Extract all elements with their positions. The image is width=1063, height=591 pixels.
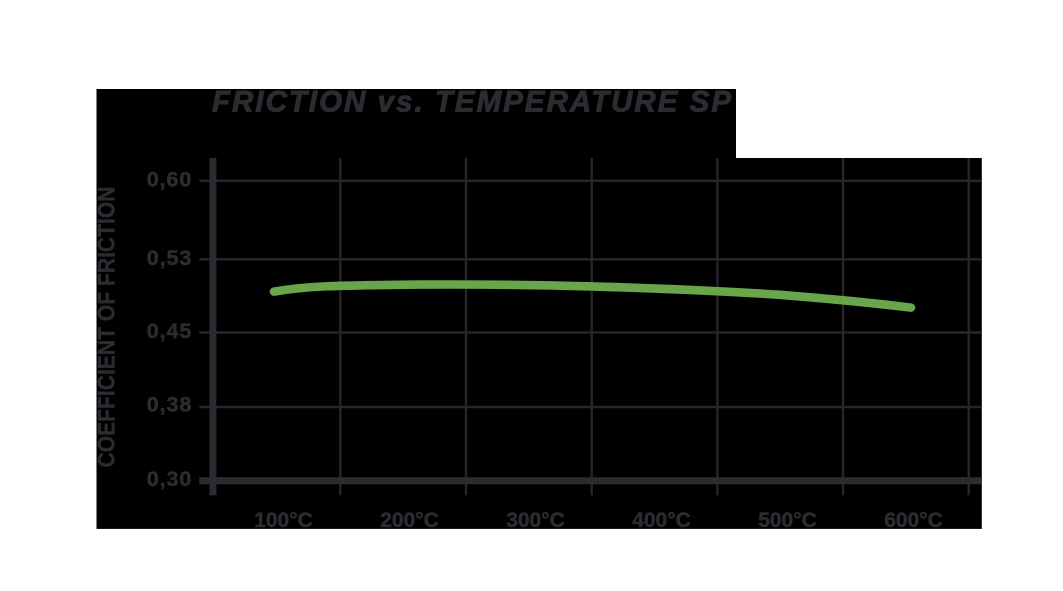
svg-text:0,45: 0,45 (147, 319, 192, 343)
svg-text:FRICTION vs. TEMPERATURE SP: FRICTION vs. TEMPERATURE SP (212, 85, 731, 118)
svg-text:200°C: 200°C (380, 509, 439, 532)
svg-text:300°C: 300°C (506, 509, 565, 532)
svg-text:0,30: 0,30 (147, 467, 192, 491)
svg-text:0,60: 0,60 (147, 168, 192, 192)
svg-text:0,38: 0,38 (147, 393, 192, 417)
svg-text:600°C: 600°C (884, 509, 943, 532)
svg-text:400°C: 400°C (632, 509, 691, 532)
svg-text:500°C: 500°C (758, 509, 817, 532)
svg-text:COEFFICIENT OF FRICTION: COEFFICIENT OF FRICTION (94, 187, 121, 468)
svg-text:0,53: 0,53 (147, 246, 192, 270)
svg-text:100°C: 100°C (254, 509, 313, 532)
